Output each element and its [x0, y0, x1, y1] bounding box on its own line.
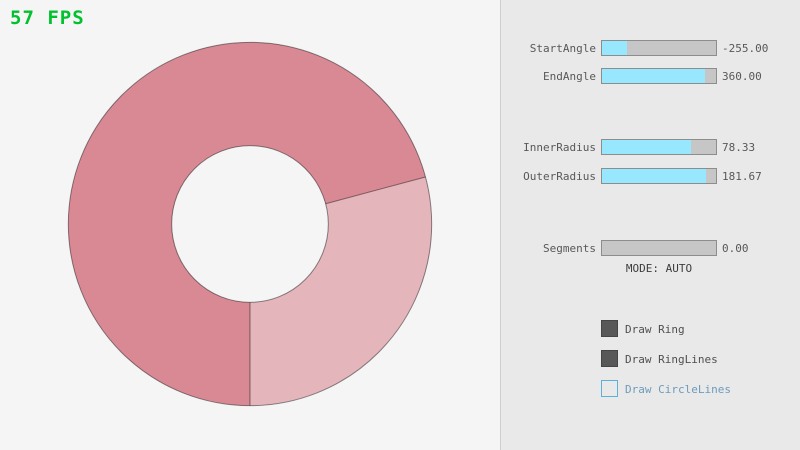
- innerradius-label: InnerRadius: [523, 141, 596, 154]
- segments-label: Segments: [543, 242, 596, 255]
- checkbox-box-icon[interactable]: [601, 350, 618, 367]
- ring-outline-lines: [67, 41, 433, 407]
- startangle-slider[interactable]: [601, 40, 717, 56]
- endangle-label: EndAngle: [543, 70, 596, 83]
- control-panel: StartAngle -255.00 EndAngle 360.00 Inner…: [500, 0, 800, 450]
- checkbox-draw-ring-label: Draw Ring: [625, 323, 685, 336]
- checkbox-box-icon[interactable]: [601, 380, 618, 397]
- ring-sector-light: [250, 176, 432, 406]
- innerradius-value: 78.33: [722, 141, 756, 154]
- endangle-value: 360.00: [722, 70, 762, 83]
- checkbox-box-icon[interactable]: [601, 320, 618, 337]
- ring-outer-circle: [67, 41, 433, 407]
- endangle-slider-fill: [602, 69, 705, 83]
- segments-mode-label: MODE: AUTO: [625, 262, 693, 275]
- innerradius-slider[interactable]: [601, 139, 717, 155]
- render-canvas: [67, 41, 433, 407]
- outerradius-value: 181.67: [722, 170, 762, 183]
- slider-row-outerradius: OuterRadius 181.67: [501, 168, 800, 184]
- startangle-slider-fill: [602, 41, 628, 55]
- segments-slider[interactable]: [601, 240, 717, 256]
- slider-row-innerradius: InnerRadius 78.33: [501, 139, 800, 155]
- startangle-label: StartAngle: [529, 42, 596, 55]
- ring-sector-dark: [68, 42, 426, 406]
- slider-row-endangle: EndAngle 360.00: [501, 68, 800, 84]
- outerradius-slider-fill: [602, 169, 706, 183]
- slider-row-segments: Segments 0.00: [501, 240, 800, 256]
- fps-counter: 57 FPS: [10, 7, 85, 29]
- ring-inner-circle: [171, 145, 329, 303]
- ring-radial-line: [325, 176, 426, 205]
- checkbox-draw-circlelines-label: Draw CircleLines: [625, 383, 731, 396]
- startangle-value: -255.00: [722, 42, 769, 55]
- innerradius-slider-fill: [602, 140, 691, 154]
- slider-row-startangle: StartAngle -255.00: [501, 40, 800, 56]
- checkbox-draw-ringlines-label: Draw RingLines: [625, 353, 718, 366]
- endangle-slider[interactable]: [601, 68, 717, 84]
- outerradius-slider[interactable]: [601, 168, 717, 184]
- outerradius-label: OuterRadius: [523, 170, 596, 183]
- segments-value: 0.00: [722, 242, 749, 255]
- ring-chart: [67, 41, 433, 407]
